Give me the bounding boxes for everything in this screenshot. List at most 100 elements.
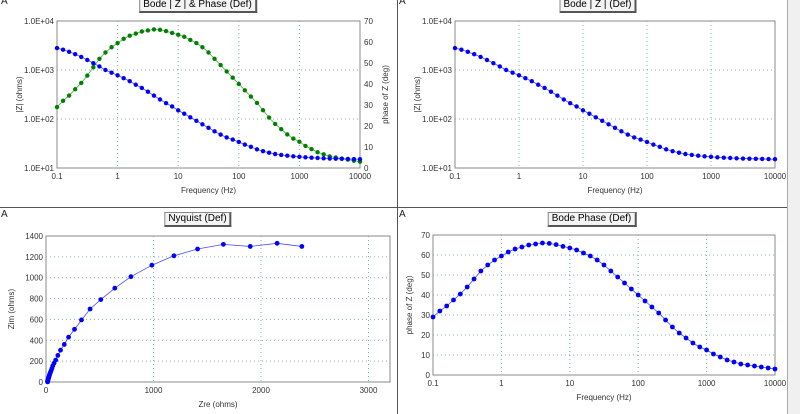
phase-point [540, 240, 545, 246]
modulus-point [121, 76, 126, 81]
modulus-point [297, 154, 302, 160]
chart-title-button[interactable]: Bode | Z | & Phase (Def) [139, 0, 257, 13]
phase-point [526, 242, 532, 248]
x-axis-label: Frequency (Hz) [587, 186, 642, 195]
phase-point [182, 34, 187, 39]
modulus-point [772, 157, 778, 162]
y-tick-label: 1200 [25, 253, 43, 262]
x-tick-label: 10 [565, 379, 574, 388]
phase-point [485, 262, 491, 268]
nyquist-point [195, 246, 200, 252]
phase-point [560, 244, 566, 249]
phase-point [236, 81, 241, 87]
modulus-point [676, 150, 682, 155]
nyquist-point [72, 326, 77, 332]
modulus-point [529, 79, 534, 84]
y-tick-label: 1.0E+01 [422, 164, 453, 173]
phase-point [758, 364, 764, 370]
phase-point [79, 80, 84, 86]
phase-point [553, 242, 559, 247]
panel-divider-horizontal [0, 207, 787, 208]
modulus-point [670, 149, 675, 154]
chart-title-button[interactable]: Bode | Z | (Def) [559, 0, 637, 13]
modulus-point [753, 156, 758, 162]
nyquist-point [274, 240, 280, 246]
modulus-point [568, 101, 573, 106]
x-tick-label: 0 [44, 386, 49, 395]
y-axis-label: |Z| (ohms) [413, 76, 422, 112]
phase-point [492, 257, 497, 263]
modulus-point [85, 57, 90, 63]
phase-point [615, 274, 621, 280]
chart-title-button[interactable]: Nyquist (Def) [164, 212, 232, 227]
phase-point [574, 247, 580, 253]
nyquist-point [299, 244, 305, 249]
modulus-point [638, 137, 643, 142]
phase-point [242, 88, 248, 93]
phase-point [139, 29, 145, 34]
plot-area [454, 20, 776, 169]
nyquist-chart: 0 1000 2000 3000 0 200 400 600 800 1000 1200 1400 Zr… [7, 232, 391, 409]
modulus-point [91, 60, 96, 66]
phase-point [279, 126, 284, 132]
modulus-point [702, 154, 707, 159]
phase-point [745, 362, 751, 368]
phase-point [97, 56, 102, 61]
chart-title-button[interactable]: Bode Phase (Def) [547, 212, 637, 227]
phase-point [601, 262, 607, 268]
nyquist-point [87, 306, 93, 312]
phase-point [291, 136, 296, 141]
x-tick-label: 1 [115, 172, 120, 181]
phase-point [587, 253, 593, 259]
phase-point [254, 100, 260, 106]
modulus-point [176, 108, 181, 113]
modulus-point [279, 152, 284, 158]
y2-tick-label: 0 [364, 164, 369, 173]
phase-point [157, 27, 163, 33]
modulus-point [747, 156, 752, 161]
phase-point [690, 340, 696, 346]
phase-point [622, 280, 627, 286]
nyquist-point [61, 342, 67, 347]
phase-point [444, 303, 450, 309]
y2-axis-label: phase of Z (deg) [381, 65, 390, 124]
phase-point [683, 335, 689, 341]
nyquist-point [66, 334, 71, 340]
modulus-line [454, 47, 776, 160]
modulus-point [54, 45, 60, 51]
y-tick-label: 0 [39, 378, 44, 387]
phase-point [464, 284, 470, 290]
nyquist-point [128, 274, 134, 280]
phase-point [765, 365, 771, 371]
nyquist-point [98, 297, 104, 303]
y2-tick-label: 30 [364, 101, 373, 110]
phase-point [656, 310, 662, 316]
phase-point [115, 40, 120, 46]
modulus-point [459, 47, 464, 52]
x-tick-label: 0.1 [449, 172, 461, 181]
side-scrollbar[interactable] [787, 0, 800, 414]
panel-corner-label: A [399, 0, 406, 7]
modulus-point [224, 135, 229, 140]
phase-point [581, 250, 586, 256]
modulus-point [248, 144, 254, 150]
modulus-point [194, 118, 199, 123]
y2-tick-label: 70 [364, 17, 373, 26]
y2-tick-label: 60 [364, 38, 373, 47]
modulus-point [303, 155, 308, 160]
phase-point [533, 241, 538, 247]
modulus-point [339, 156, 345, 162]
modulus-point [484, 57, 490, 63]
phase-point [315, 150, 320, 155]
modulus-point [619, 129, 624, 134]
modulus-point [206, 125, 211, 131]
phase-point [676, 330, 682, 336]
x-tick-label: 10000 [349, 172, 372, 181]
y-tick-label: 1000 [25, 274, 43, 283]
modulus-point [242, 142, 248, 147]
phase-point [731, 359, 737, 365]
nyquist-point [45, 379, 51, 385]
modulus-point [587, 111, 592, 116]
y2-tick-label: 10 [364, 143, 373, 152]
phase-point [512, 246, 518, 252]
